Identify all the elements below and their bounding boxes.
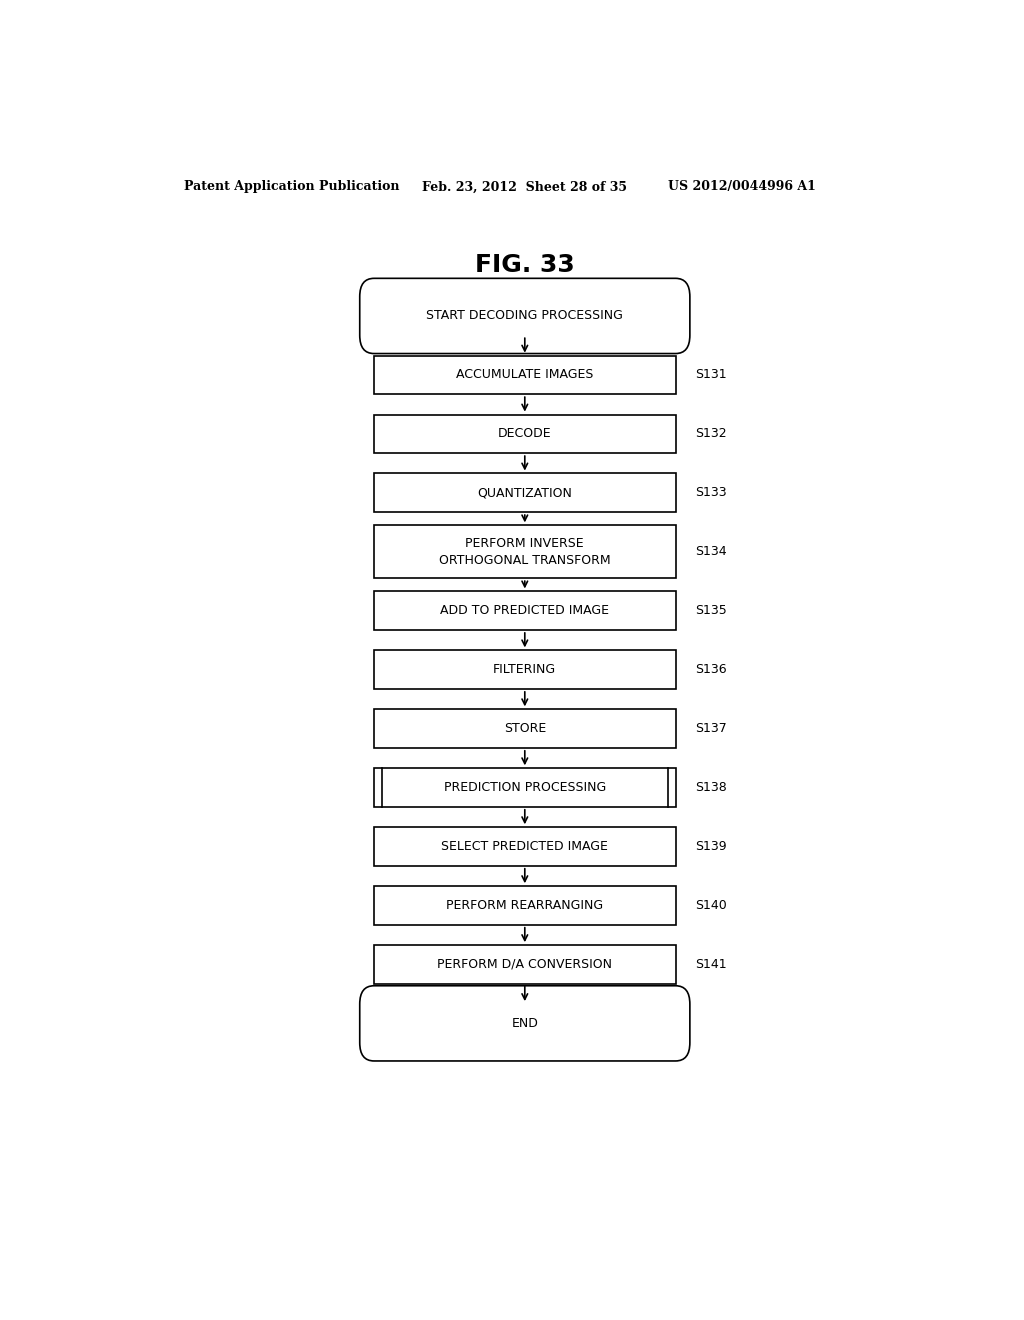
Text: PERFORM INVERSE
ORTHOGONAL TRANSFORM: PERFORM INVERSE ORTHOGONAL TRANSFORM: [439, 537, 610, 566]
Text: QUANTIZATION: QUANTIZATION: [477, 486, 572, 499]
Text: SELECT PREDICTED IMAGE: SELECT PREDICTED IMAGE: [441, 840, 608, 853]
Text: STORE: STORE: [504, 722, 546, 735]
Bar: [374, 828, 676, 866]
Text: ADD TO PREDICTED IMAGE: ADD TO PREDICTED IMAGE: [440, 605, 609, 618]
Bar: [374, 945, 676, 983]
Bar: [374, 474, 676, 512]
Text: S141: S141: [695, 958, 727, 972]
Text: PREDICTION PROCESSING: PREDICTION PROCESSING: [443, 781, 606, 795]
Bar: [374, 414, 676, 453]
Text: PERFORM REARRANGING: PERFORM REARRANGING: [446, 899, 603, 912]
Text: S137: S137: [695, 722, 727, 735]
Bar: [374, 591, 676, 630]
Text: US 2012/0044996 A1: US 2012/0044996 A1: [668, 181, 815, 193]
Bar: [374, 768, 676, 807]
Bar: [374, 651, 676, 689]
Text: S135: S135: [695, 605, 727, 618]
Bar: [374, 886, 676, 925]
Text: S136: S136: [695, 663, 727, 676]
Text: FILTERING: FILTERING: [494, 663, 556, 676]
FancyBboxPatch shape: [359, 986, 690, 1061]
Text: END: END: [511, 1016, 539, 1030]
Text: S134: S134: [695, 545, 727, 558]
FancyBboxPatch shape: [359, 279, 690, 354]
Text: FIG. 33: FIG. 33: [475, 253, 574, 277]
Text: Feb. 23, 2012  Sheet 28 of 35: Feb. 23, 2012 Sheet 28 of 35: [422, 181, 627, 193]
Text: S138: S138: [695, 781, 727, 795]
Bar: [374, 355, 676, 395]
Text: S132: S132: [695, 428, 727, 441]
Text: S139: S139: [695, 840, 727, 853]
Text: ACCUMULATE IMAGES: ACCUMULATE IMAGES: [456, 368, 594, 381]
Bar: [374, 709, 676, 748]
Text: PERFORM D/A CONVERSION: PERFORM D/A CONVERSION: [437, 958, 612, 972]
Text: Patent Application Publication: Patent Application Publication: [183, 181, 399, 193]
Text: START DECODING PROCESSING: START DECODING PROCESSING: [426, 309, 624, 322]
Text: S133: S133: [695, 486, 727, 499]
Text: S140: S140: [695, 899, 727, 912]
Bar: [374, 525, 676, 578]
Text: S131: S131: [695, 368, 727, 381]
Text: DECODE: DECODE: [498, 428, 552, 441]
